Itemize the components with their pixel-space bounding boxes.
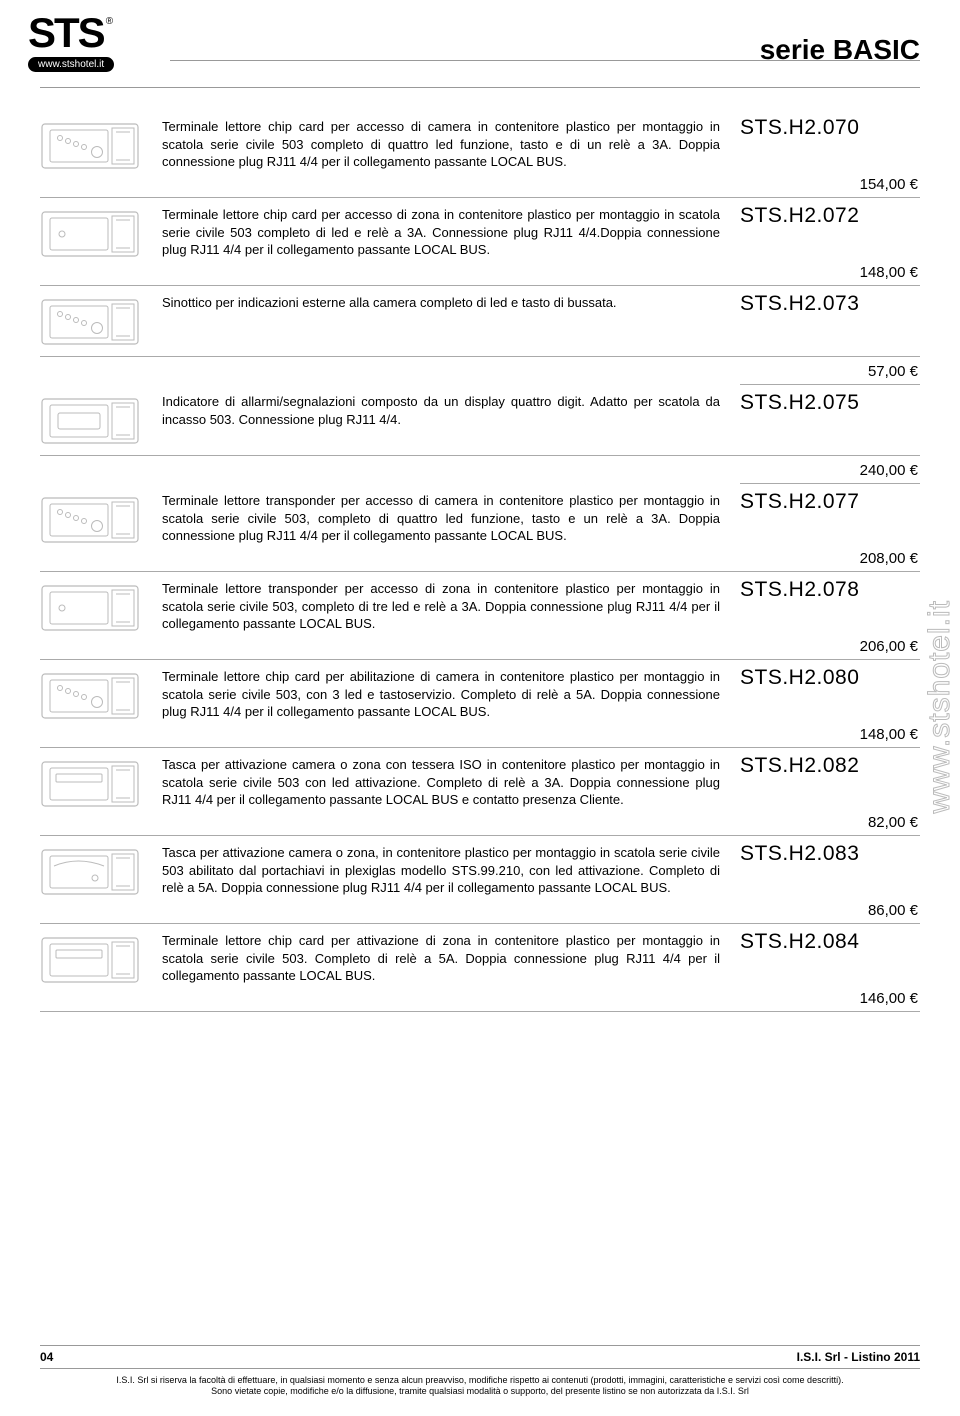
product-description: Tasca per attivazione camera o zona con … bbox=[162, 754, 740, 809]
product-right: STS.H2.078 206,00 € bbox=[740, 578, 920, 655]
footer-right: I.S.I. Srl - Listino 2011 bbox=[797, 1350, 920, 1364]
product-code: STS.H2.082 bbox=[740, 754, 920, 778]
product-right: STS.H2.075 bbox=[740, 391, 920, 415]
product-row: Tasca per attivazione camera o zona con … bbox=[40, 748, 920, 836]
product-price: 148,00 € bbox=[740, 264, 920, 281]
legal-line-2: Sono vietate copie, modifiche e/o la dif… bbox=[40, 1386, 920, 1398]
product-price-row: 240,00 € bbox=[40, 456, 920, 484]
product-thumb bbox=[40, 666, 140, 726]
product-description: Terminale lettore chip card per attivazi… bbox=[162, 930, 740, 985]
product-right: STS.H2.073 bbox=[740, 292, 920, 316]
product-right: STS.H2.084 146,00 € bbox=[740, 930, 920, 1007]
product-code: STS.H2.075 bbox=[740, 391, 920, 415]
logo: STS® www.stshotel.it bbox=[28, 12, 114, 72]
product-price: 154,00 € bbox=[740, 176, 920, 193]
series-title: serie BASIC bbox=[760, 34, 920, 66]
product-right: STS.H2.070 154,00 € bbox=[740, 116, 920, 193]
product-right: STS.H2.080 148,00 € bbox=[740, 666, 920, 743]
product-description: Terminale lettore chip card per accesso … bbox=[162, 204, 740, 259]
product-code: STS.H2.077 bbox=[740, 490, 920, 514]
product-thumb bbox=[40, 204, 140, 264]
product-price: 146,00 € bbox=[740, 990, 920, 1007]
product-price: 206,00 € bbox=[740, 638, 920, 655]
product-description: Terminale lettore transponder per access… bbox=[162, 490, 740, 545]
product-code: STS.H2.080 bbox=[740, 666, 920, 690]
product-thumb bbox=[40, 842, 140, 902]
product-right: STS.H2.083 86,00 € bbox=[740, 842, 920, 919]
page-footer: 04 I.S.I. Srl - Listino 2011 I.S.I. Srl … bbox=[40, 1345, 920, 1398]
product-price: 240,00 € bbox=[740, 456, 920, 484]
product-code: STS.H2.072 bbox=[740, 204, 920, 228]
product-thumb bbox=[40, 930, 140, 990]
product-thumb bbox=[40, 116, 140, 176]
product-row: Tasca per attivazione camera o zona, in … bbox=[40, 836, 920, 924]
product-code: STS.H2.070 bbox=[740, 116, 920, 140]
product-price: 208,00 € bbox=[740, 550, 920, 567]
product-right: STS.H2.072 148,00 € bbox=[740, 204, 920, 281]
product-row: Terminale lettore chip card per accesso … bbox=[40, 198, 920, 286]
side-url: www.stshotel.it bbox=[923, 600, 957, 813]
product-right: STS.H2.077 208,00 € bbox=[740, 490, 920, 567]
product-row: Terminale lettore chip card per accesso … bbox=[40, 110, 920, 198]
product-thumb bbox=[40, 391, 140, 451]
product-description: Terminale lettore chip card per abilitaz… bbox=[162, 666, 740, 721]
product-code: STS.H2.084 bbox=[740, 930, 920, 954]
logo-registered: ® bbox=[106, 16, 113, 27]
product-row: Terminale lettore transponder per access… bbox=[40, 572, 920, 660]
products-list: Terminale lettore chip card per accesso … bbox=[40, 110, 920, 1012]
product-description: Terminale lettore transponder per access… bbox=[162, 578, 740, 633]
product-price: 148,00 € bbox=[740, 726, 920, 743]
product-row: Indicatore di allarmi/segnalazioni compo… bbox=[40, 385, 920, 456]
product-thumb bbox=[40, 292, 140, 352]
product-description: Indicatore di allarmi/segnalazioni compo… bbox=[162, 391, 740, 428]
page-number: 04 bbox=[40, 1350, 53, 1364]
legal-line-1: I.S.I. Srl si riserva la facoltà di effe… bbox=[40, 1375, 920, 1387]
product-description: Terminale lettore chip card per accesso … bbox=[162, 116, 740, 171]
product-row: Sinottico per indicazioni esterne alla c… bbox=[40, 286, 920, 357]
product-price: 57,00 € bbox=[740, 357, 920, 385]
product-code: STS.H2.083 bbox=[740, 842, 920, 866]
logo-text: STS bbox=[28, 9, 104, 56]
product-code: STS.H2.078 bbox=[740, 578, 920, 602]
product-thumb bbox=[40, 490, 140, 550]
product-thumb bbox=[40, 578, 140, 638]
product-row: Terminale lettore transponder per access… bbox=[40, 484, 920, 572]
product-price: 82,00 € bbox=[740, 814, 920, 831]
product-price: 86,00 € bbox=[740, 902, 920, 919]
product-description: Sinottico per indicazioni esterne alla c… bbox=[162, 292, 740, 312]
product-right: STS.H2.082 82,00 € bbox=[740, 754, 920, 831]
product-description: Tasca per attivazione camera o zona, in … bbox=[162, 842, 740, 897]
product-row: Terminale lettore chip card per abilitaz… bbox=[40, 660, 920, 748]
product-code: STS.H2.073 bbox=[740, 292, 920, 316]
logo-url-badge: www.stshotel.it bbox=[28, 57, 114, 72]
product-row: Terminale lettore chip card per attivazi… bbox=[40, 924, 920, 1012]
product-thumb bbox=[40, 754, 140, 814]
page-header: STS® www.stshotel.it serie BASIC bbox=[40, 20, 920, 88]
product-price-row: 57,00 € bbox=[40, 357, 920, 385]
